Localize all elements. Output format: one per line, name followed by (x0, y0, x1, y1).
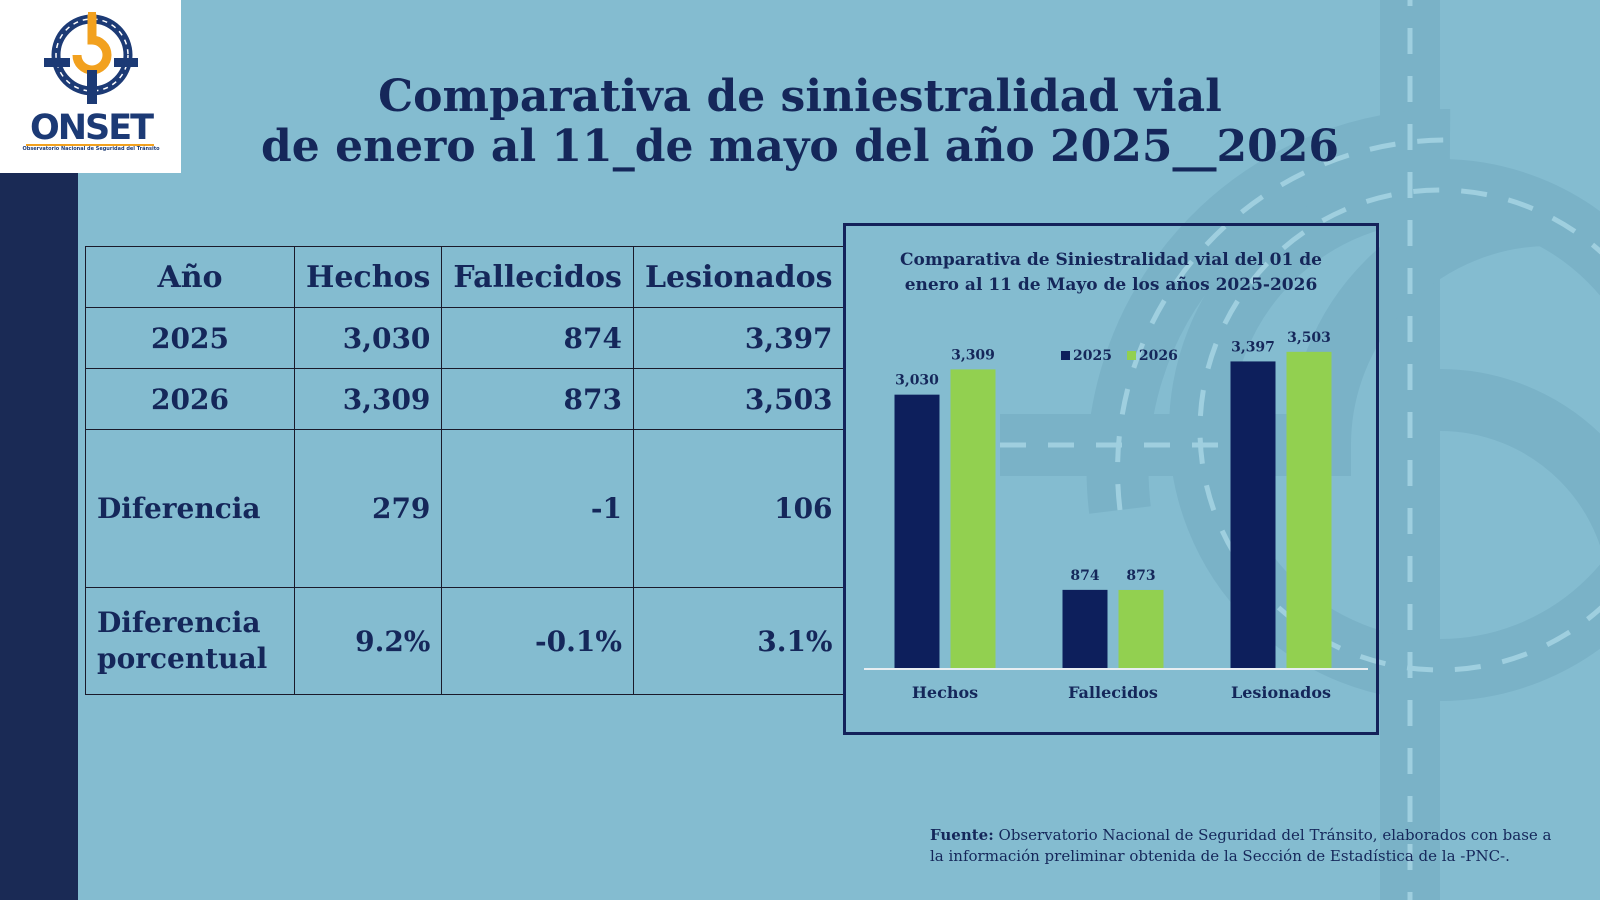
legend-label: 2025 (1073, 348, 1112, 364)
x-tick-label: Hechos (912, 683, 978, 702)
page-title-line1: Comparativa de siniestralidad vial (378, 71, 1222, 122)
cell-fallecidos: -1 (441, 429, 634, 588)
footnote-text: Observatorio Nacional de Seguridad del T… (930, 826, 1552, 865)
chart-title-line2: enero al 11 de Mayo de los años 2025-202… (904, 275, 1318, 295)
table-row: Diferencia 279 -1 106 (85, 429, 845, 588)
legend-swatch (1126, 351, 1136, 360)
bar-chart: 3,030 3,309 Hechos 874 873 Fallecidos 3,397 3,5… (864, 330, 1368, 702)
cell-fallecidos: 874 (441, 307, 634, 369)
cell-fallecidos: -0.1% (441, 587, 634, 695)
data-label: 873 (1126, 568, 1155, 584)
bar-chart-panel: Comparativa de Siniestralidad vial del 0… (843, 223, 1379, 735)
row-label-line2: porcentual (97, 642, 268, 675)
legend-label: 2026 (1138, 348, 1178, 364)
logo-wordmark: ONSET (29, 108, 154, 148)
header-hechos: Hechos (293, 246, 443, 308)
x-tick-label: Fallecidos (1068, 683, 1158, 702)
logo-subtitle: Observatorio Nacional de Seguridad del T… (22, 146, 160, 152)
cell-hechos: 9.2% (293, 587, 443, 695)
x-tick-label: Lesionados (1231, 683, 1331, 702)
bar-hechos-2026 (950, 369, 996, 669)
cell-lesionados: 3,397 (632, 307, 845, 369)
cell-lesionados: 3.1% (632, 587, 845, 695)
row-label: 2026 (85, 368, 295, 430)
legend-item-2025: 2025 (1061, 348, 1112, 364)
data-label: 3,030 (895, 373, 939, 389)
logo-emblem-icon (44, 12, 138, 104)
cell-hechos: 3,309 (293, 368, 443, 430)
row-label: Diferencia (85, 429, 295, 588)
table-row: 2026 3,309 873 3,503 (85, 368, 845, 430)
bar-lesionados-2025 (1230, 361, 1276, 669)
cell-fallecidos: 873 (441, 368, 634, 430)
table-row: 2025 3,030 874 3,397 (85, 307, 845, 369)
bar-lesionados-2026 (1286, 351, 1332, 669)
cell-lesionados: 3,503 (632, 368, 845, 430)
header-fallecidos: Fallecidos (441, 246, 634, 308)
footnote-label: Fuente: (930, 826, 994, 844)
bar-fallecidos-2026 (1118, 589, 1164, 669)
chart-title-line1: Comparativa de Siniestralidad vial del 0… (900, 250, 1322, 270)
comparison-table: Año Hechos Fallecidos Lesionados 2025 3,… (85, 246, 845, 695)
header-year: Año (85, 246, 295, 308)
page-title-line2: de enero al 11_de mayo del año 2025__202… (261, 121, 1339, 172)
data-label: 3,503 (1287, 330, 1331, 346)
bar-hechos-2025 (894, 394, 940, 669)
cell-hechos: 3,030 (293, 307, 443, 369)
logo-underline (26, 144, 154, 146)
legend-swatch (1061, 351, 1070, 360)
left-accent-bar (0, 172, 78, 900)
header-lesionados: Lesionados (632, 246, 845, 308)
chart-title: Comparativa de Siniestralidad vial del 0… (876, 248, 1346, 298)
legend-item-2026: 2026 (1126, 348, 1178, 364)
row-label-line1: Diferencia (97, 606, 261, 639)
cell-lesionados: 106 (632, 429, 845, 588)
chart-legend: 2025 2026 (1061, 348, 1188, 364)
table-header-row: Año Hechos Fallecidos Lesionados (85, 246, 845, 308)
data-label: 3,309 (951, 347, 995, 363)
data-label: 3,397 (1231, 339, 1275, 355)
data-label: 874 (1070, 568, 1099, 584)
table-row: Diferencia porcentual 9.2% -0.1% 3.1% (85, 587, 845, 695)
bar-fallecidos-2025 (1062, 589, 1108, 669)
onset-logo: ONSET Observatorio Nacional de Seguridad… (0, 0, 181, 173)
row-label: Diferencia porcentual (85, 587, 295, 695)
page-title: Comparativa de siniestralidad vial de en… (200, 72, 1400, 172)
cell-hechos: 279 (293, 429, 443, 588)
row-label: 2025 (85, 307, 295, 369)
source-footnote: Fuente: Observatorio Nacional de Segurid… (930, 825, 1560, 867)
